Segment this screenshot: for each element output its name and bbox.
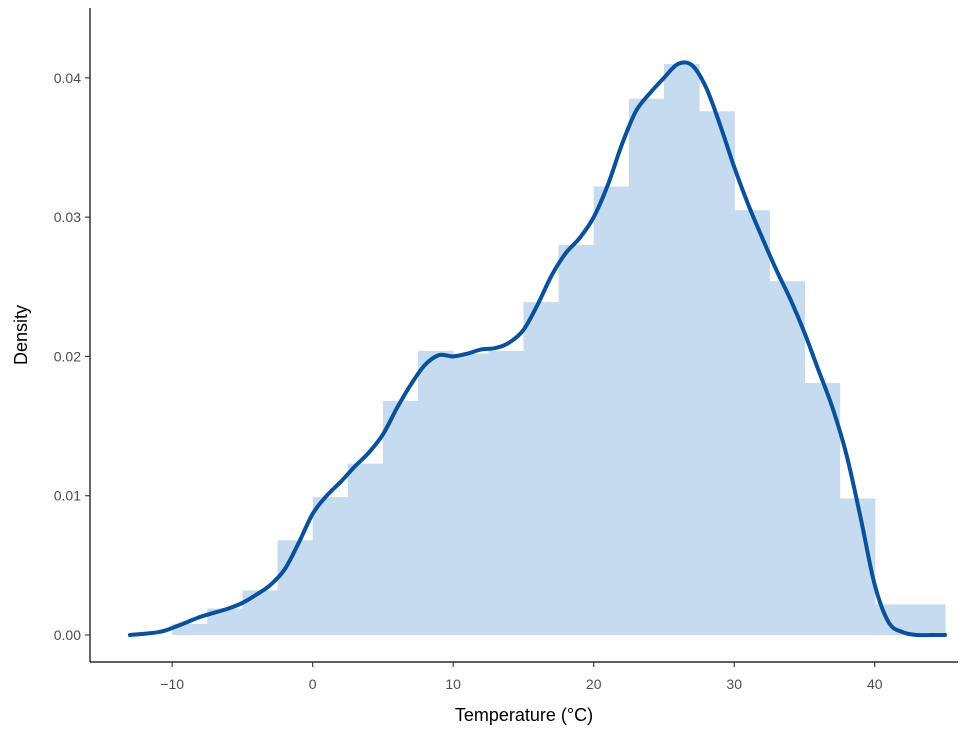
histogram-bar xyxy=(347,463,384,635)
histogram-bar xyxy=(558,245,595,635)
histogram-bar xyxy=(804,382,841,635)
y-tick-label: 0.02 xyxy=(54,348,81,364)
histogram-bar xyxy=(382,401,419,635)
y-axis-title: Density xyxy=(11,305,31,365)
x-tick-label: 20 xyxy=(586,676,602,692)
y-tick-label: 0.04 xyxy=(54,70,81,86)
x-tick-label: 0 xyxy=(309,676,317,692)
histogram-bar xyxy=(909,604,946,635)
y-tick-label: 0.00 xyxy=(54,627,81,643)
histogram-bar xyxy=(769,281,806,635)
histogram-bar xyxy=(593,186,630,635)
histogram-bar xyxy=(699,111,735,636)
histogram-bar xyxy=(242,590,279,635)
histogram-bar xyxy=(874,604,911,635)
x-axis-ticks: −10 0 10 20 30 40 xyxy=(160,662,883,692)
histogram-bars xyxy=(172,63,946,636)
histogram-bar xyxy=(523,302,560,635)
y-axis-ticks: 0.00 0.01 0.02 0.03 0.04 xyxy=(54,70,90,643)
x-tick-label: 30 xyxy=(726,676,742,692)
x-tick-label: 40 xyxy=(867,676,883,692)
histogram-bar xyxy=(663,63,700,636)
histogram-bar xyxy=(734,210,770,635)
histogram-bar xyxy=(172,623,208,635)
density-curve xyxy=(128,60,947,638)
x-tick-label: 10 xyxy=(445,676,461,692)
histogram-bar xyxy=(628,98,665,635)
y-tick-label: 0.01 xyxy=(54,488,81,504)
histogram-bar xyxy=(488,350,525,635)
x-axis-title: Temperature (°C) xyxy=(455,705,593,725)
y-tick-label: 0.03 xyxy=(54,209,81,225)
x-tick-label: −10 xyxy=(160,676,184,692)
histogram-bar xyxy=(312,497,349,635)
histogram-bar xyxy=(453,353,489,635)
histogram-bar xyxy=(277,540,314,635)
histogram-bar xyxy=(418,350,454,635)
